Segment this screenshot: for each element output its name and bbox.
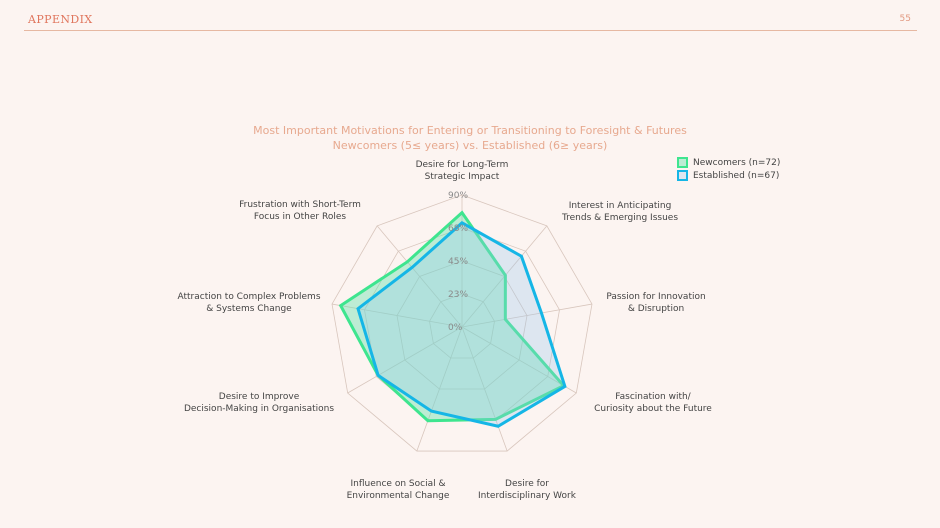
axis-label: Frustration with Short-Term Focus in Othe… (239, 200, 361, 222)
page-number: 55 (899, 14, 911, 24)
legend-label-established: Established (n=67) (693, 170, 780, 181)
grid-spoke (416, 326, 463, 452)
axis-label-line: Interdisciplinary Work (478, 491, 577, 501)
axis-label-line: Interest in Anticipating (569, 201, 672, 211)
grid-spoke (331, 303, 463, 328)
axis-label-line: Focus in Other Roles (254, 212, 346, 222)
grid-spoke (461, 326, 577, 394)
axis-label-line: Trends & Emerging Issues (561, 213, 678, 223)
grid-spoke (461, 326, 508, 452)
radial-tick-label: 90% (448, 191, 468, 201)
legend-label-newcomers: Newcomers (n=72) (693, 157, 781, 168)
axis-label: Attraction to Complex Problems & Systems … (177, 292, 320, 314)
grid-ring (331, 194, 593, 452)
axis-label: Desire for Interdisciplinary Work (478, 479, 577, 501)
axis-label-line: Frustration with Short-Term (239, 200, 361, 210)
axis-label-line: Influence on Social & (351, 479, 446, 489)
grid-spoke (376, 225, 463, 328)
chart-subtitle: Newcomers (5≤ years) vs. Established (6≥… (332, 139, 608, 152)
axis-label-line: & Disruption (628, 304, 684, 314)
axis-label: Influence on Social & Environmental Chang… (347, 479, 450, 501)
grid-spoke (461, 303, 593, 328)
grid-ring (396, 260, 528, 390)
chart-title: Most Important Motivations for Entering … (253, 124, 687, 137)
axis-label-line: Desire to Improve (219, 392, 300, 402)
axis-label-line: Attraction to Complex Problems (177, 292, 320, 302)
axis-label: Passion for Innovation & Disruption (606, 292, 705, 314)
series-established (356, 221, 567, 428)
axis-label-line: Strategic Impact (425, 172, 500, 182)
legend-swatch-newcomers (677, 157, 688, 168)
axis-label-line: Desire for (505, 479, 549, 489)
axis-label: Fascination with/Curiosity about the Fut… (594, 392, 712, 414)
header: APPENDIX 55 (24, 12, 917, 31)
radial-tick-label: 23% (448, 290, 468, 300)
legend: Newcomers (n=72) Established (n=67) (677, 156, 780, 182)
legend-item-newcomers: Newcomers (n=72) (677, 156, 780, 169)
axis-label-line: & Systems Change (206, 304, 292, 314)
chart-title-block: Most Important Motivations for Entering … (170, 123, 770, 153)
legend-item-established: Established (n=67) (677, 169, 780, 182)
radial-tick-label: 68% (448, 224, 468, 234)
axis-label: Interest in Anticipating Trends & Emergin… (561, 201, 678, 223)
axis-label-line: Desire for Long-Term (416, 160, 509, 170)
axis-label-line: Fascination with/ (615, 392, 691, 402)
radial-tick-label: 0% (448, 323, 463, 333)
radial-tick-label: 45% (448, 257, 468, 267)
legend-swatch-established (677, 170, 688, 181)
axis-label-line: Curiosity about the Future (594, 404, 712, 414)
axis-label-line: Passion for Innovation (606, 292, 705, 302)
axis-label-line: Environmental Change (347, 491, 450, 501)
axis-label: Desire for Long-Term Strategic Impact (416, 160, 509, 182)
grid-spoke (347, 326, 463, 394)
axis-label-line: Decision-Making in Organisations (184, 404, 334, 414)
section-label: APPENDIX (28, 13, 93, 26)
grid-ring (429, 293, 495, 359)
series-newcomers (338, 210, 567, 423)
axis-label: Desire to Improve Decision-Making in Orga… (184, 392, 334, 414)
